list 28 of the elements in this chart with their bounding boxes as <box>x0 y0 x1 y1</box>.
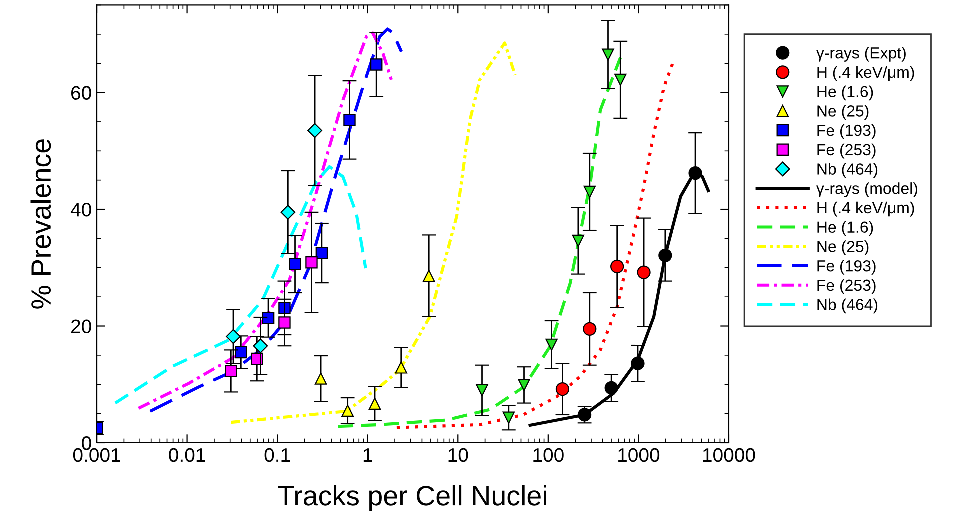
x-axis-title: Tracks per Cell Nuclei <box>278 485 546 512</box>
y-axis-title: % Prevalence <box>30 140 52 309</box>
x-tick-label: 100 <box>534 448 564 462</box>
x-tick-label: 1000 <box>618 448 660 462</box>
legend-label: Fe (253) <box>818 279 876 294</box>
legend-label: Ne (25) <box>818 240 869 256</box>
legend-label: Fe (193) <box>818 124 876 140</box>
x-tick-label: 10 <box>448 448 468 462</box>
legend-label: Fe (193) <box>818 260 876 275</box>
y-tick-label: 20 <box>72 320 92 334</box>
x-tick-label: 0.001 <box>73 448 120 462</box>
legend-label: H (.4 keV/μm) <box>818 66 914 82</box>
legend-label: Nb (464) <box>818 298 878 314</box>
y-tick-label: 0 <box>82 436 92 450</box>
y-tick-label: 60 <box>72 86 92 100</box>
y-tick-label: 40 <box>70 202 92 217</box>
legend-label: γ-rays (Expt) <box>816 47 906 62</box>
x-tick-label: 0.1 <box>264 448 290 462</box>
legend-label: Fe (253) <box>818 144 876 159</box>
legend-label: He (1.6) <box>818 221 874 236</box>
legend-label: Nb (464) <box>818 163 878 178</box>
x-tick-label: 1 <box>364 448 372 462</box>
legend-label: He (1.6) <box>818 86 874 101</box>
x-tick-label: 0.01 <box>169 448 206 462</box>
x-tick-label: 10000 <box>703 448 756 462</box>
legend-label: γ-rays (model) <box>816 182 918 198</box>
legend-label: Ne (25) <box>818 105 869 120</box>
legend-label: H (.4 keV/μm) <box>818 202 914 217</box>
